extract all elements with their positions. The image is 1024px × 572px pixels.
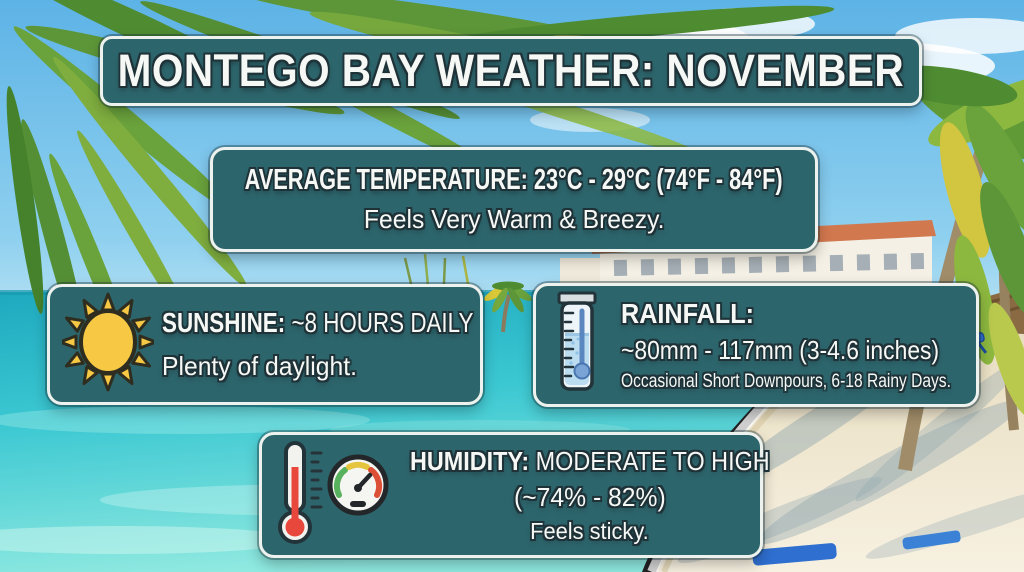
rainfall-card: RAINFALL: ~80mm - 117mm (3-4.6 inches) O… — [533, 283, 979, 407]
humidity-label: HUMIDITY: — [409, 445, 530, 476]
temperature-heading: AVERAGE TEMPERATURE: 23°C - 29°C (74°F -… — [245, 164, 783, 196]
sunshine-label: SUNSHINE: — [162, 307, 286, 338]
humidity-value: MODERATE TO HIGH — [535, 445, 770, 476]
humidity-subtext: Feels sticky. — [530, 517, 650, 544]
humidity-heading: HUMIDITY: MODERATE TO HIGH — [410, 446, 770, 477]
page-title: MONTEGO BAY WEATHER: NOVEMBER — [117, 45, 905, 96]
title-banner: MONTEGO BAY WEATHER: NOVEMBER — [100, 36, 922, 106]
rainfall-label: RAINFALL: — [621, 297, 754, 329]
palm-trees-right — [878, 65, 1024, 472]
sunshine-value: ~8 HOURS DAILY — [291, 307, 474, 338]
sunshine-subtext: Plenty of daylight. — [162, 351, 357, 381]
temperature-card: AVERAGE TEMPERATURE: 23°C - 29°C (74°F -… — [210, 147, 818, 252]
humidity-range: (~74% - 82%) — [513, 481, 666, 512]
gauge-icon — [327, 454, 389, 516]
humidity-icons — [274, 439, 390, 551]
humidity-card: HUMIDITY: MODERATE TO HIGH (~74% - 82%) … — [259, 432, 770, 558]
rainfall-value: ~80mm - 117mm (3-4.6 inches) — [621, 334, 940, 365]
rainfall-subtext: Occasional Short Downpours, 6-18 Rainy D… — [621, 370, 951, 392]
sun-icon — [58, 288, 158, 401]
thermometer-icon — [278, 441, 323, 544]
sunshine-heading: SUNSHINE: ~8 HOURS DAILY — [162, 307, 473, 339]
temperature-subtext: Feels Very Warm & Breezy. — [363, 204, 665, 234]
sunshine-card: SUNSHINE: ~8 HOURS DAILY Plenty of dayli… — [47, 284, 483, 405]
rain-gauge-icon — [549, 291, 605, 400]
small-palm-tree — [483, 281, 533, 333]
